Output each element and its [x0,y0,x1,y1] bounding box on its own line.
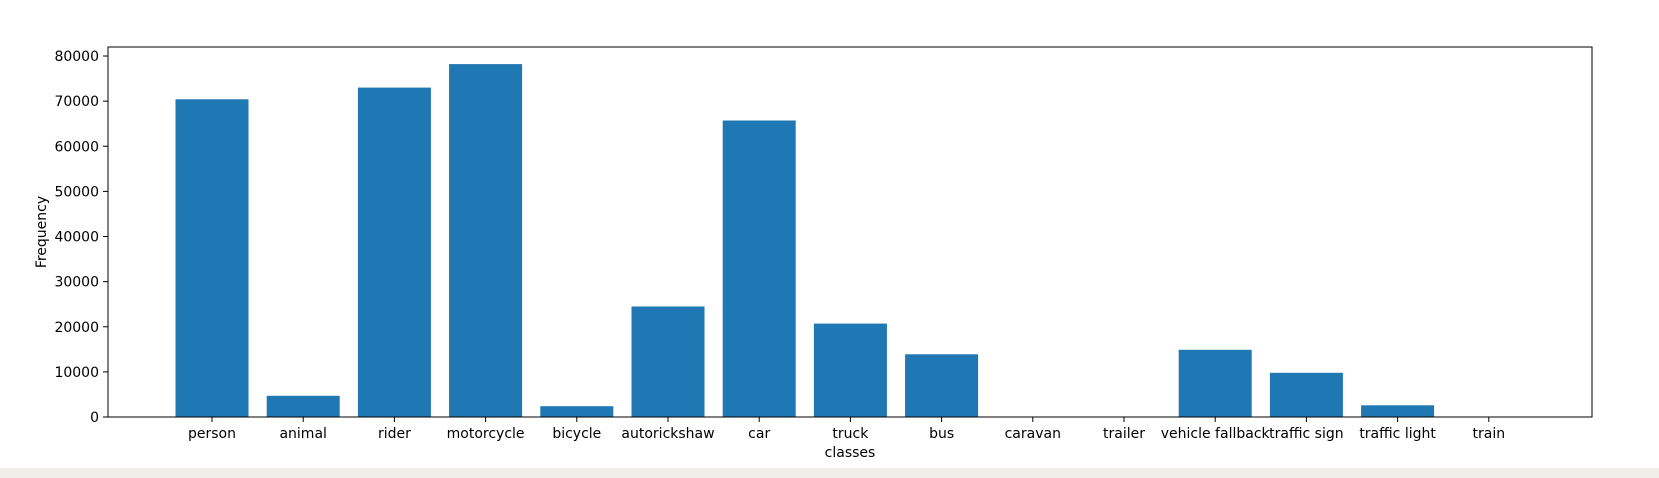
bar-animal [266,395,340,417]
x-tick-label: bicycle [552,426,601,442]
x-tick-label: caravan [1005,426,1061,442]
x-tick-label: train [1473,426,1506,442]
x-axis-label: classes [825,445,876,461]
y-tick-label: 50000 [54,184,99,200]
y-tick-label: 20000 [54,320,99,336]
bar-person [175,99,249,418]
bar-autorickshaw [631,306,705,417]
bar-traffic-light [1361,405,1435,417]
x-axis: person animal rider motorcycle bicycle autori… [188,417,1505,442]
plot-frame [107,46,1593,418]
y-axis: 0 10000 20000 30000 40000 50000 60000 70000 8000… [54,49,108,426]
x-tick-label: motorcycle [447,426,525,442]
bottom-strip [0,468,1659,478]
bars-layer [175,64,1435,418]
x-tick-label: traffic sign [1269,426,1343,442]
bar-vehicle-fallback [1178,349,1252,417]
bar-chart: 0 10000 20000 30000 40000 50000 60000 70000 8000… [34,46,1593,461]
bar-car [722,120,796,417]
bar-motorcycle [449,64,523,417]
y-tick-label: 10000 [54,365,99,381]
y-tick-label: 70000 [54,94,99,110]
x-tick-label: animal [279,426,326,442]
bar-rider [357,87,431,417]
x-tick-label: trailer [1103,426,1145,442]
bar-bicycle [540,406,614,417]
chart-root: 0 10000 20000 30000 40000 50000 60000 70000 8000… [34,46,1593,461]
y-tick-label: 30000 [54,275,99,291]
y-tick-label: 60000 [54,139,99,155]
y-axis-label: Frequency [34,196,50,268]
x-tick-label: bus [929,426,954,442]
x-tick-label: vehicle fallback [1161,426,1271,442]
x-tick-label: truck [832,426,869,442]
bar-truck [813,323,887,417]
bar-bus [905,354,979,417]
y-tick-label: 80000 [54,49,99,65]
y-tick-label: 0 [90,410,99,426]
x-tick-label: traffic light [1359,426,1436,442]
bar-traffic-sign [1269,372,1343,417]
y-tick-label: 40000 [54,230,99,246]
x-tick-label: person [188,426,236,442]
x-tick-label: rider [378,426,411,442]
x-tick-label: autorickshaw [621,426,714,442]
x-tick-label: car [748,426,770,442]
